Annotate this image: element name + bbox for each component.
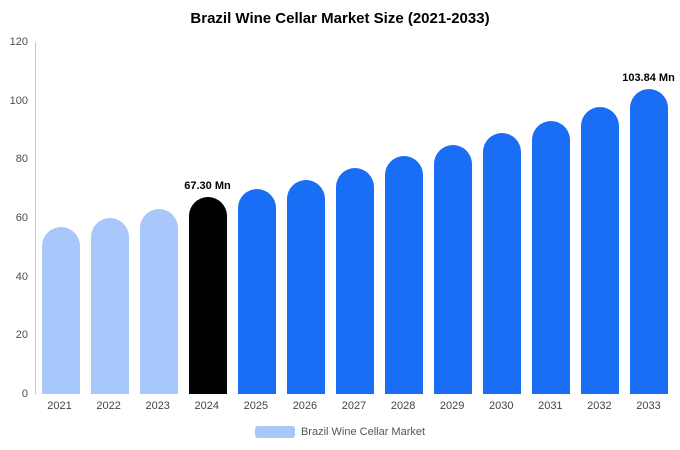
- bar-2023: [139, 209, 178, 394]
- x-tick-label-2024: 2024: [194, 400, 220, 412]
- bar-2027: [335, 168, 374, 394]
- x-tick-label-2032: 2032: [587, 400, 612, 412]
- bar-column-2026: [281, 42, 330, 394]
- bar-2024: [188, 196, 227, 394]
- bar-column-2033: 103.84 Mn: [622, 42, 675, 394]
- y-axis: 0 20 40 60 80 100 120: [0, 36, 30, 400]
- x-tick-label-2021: 2021: [47, 400, 72, 412]
- x-tick-label-2025: 2025: [243, 400, 269, 412]
- chart-title: Brazil Wine Cellar Market Size (2021-203…: [190, 10, 490, 27]
- bar-column-2024: 67.30 Mn: [183, 42, 232, 394]
- plot-area: 67.30 Mn 103.84 Mn: [35, 42, 675, 394]
- bar-2032: [580, 106, 619, 394]
- bar-2022: [90, 218, 129, 394]
- bar-2030: [482, 132, 521, 394]
- y-tick-label: 80: [15, 153, 28, 166]
- bar-2025: [237, 188, 276, 394]
- x-tick-label-2023: 2023: [145, 400, 170, 412]
- y-tick-label: 0: [21, 388, 28, 400]
- bar-2021: [41, 226, 80, 394]
- x-axis-labels: 2021 2022 2023 2024 2025 2026 2027 2028 2029 2030…: [35, 400, 673, 412]
- bar-column-2025: [232, 42, 281, 394]
- bar-column-2021: [36, 42, 85, 394]
- bar-column-2031: [526, 42, 575, 394]
- bar-value-label-2033: 103.84 Mn: [622, 72, 675, 85]
- x-tick-label-2031: 2031: [538, 400, 563, 412]
- bar-column-2029: [428, 42, 477, 394]
- bar-2026: [286, 179, 325, 394]
- bar-2031: [531, 121, 570, 394]
- x-tick-label-2027: 2027: [341, 400, 367, 412]
- bar-column-2028: [379, 42, 428, 394]
- legend: Brazil Wine Cellar Market: [0, 426, 680, 438]
- x-tick-label-2026: 2026: [292, 400, 318, 412]
- bar-2029: [433, 144, 472, 394]
- legend-swatch: [254, 426, 295, 438]
- y-tick-label: 40: [15, 270, 28, 283]
- y-tick-label: 60: [15, 212, 28, 224]
- y-tick-label: 100: [9, 94, 28, 107]
- bar-column-2030: [477, 42, 526, 394]
- x-tick-label-2033: 2033: [636, 400, 661, 412]
- y-tick-label: 120: [9, 36, 28, 48]
- bar-column-2023: [134, 42, 183, 394]
- bar-value-label-2024: 67.30 Mn: [184, 179, 231, 192]
- legend-label: Brazil Wine Cellar Market: [300, 426, 426, 438]
- x-tick-label-2029: 2029: [439, 400, 465, 412]
- bar-column-2022: [85, 42, 134, 394]
- y-tick-label: 20: [15, 329, 28, 342]
- bar-2033: [629, 89, 668, 394]
- x-tick-label-2028: 2028: [390, 400, 416, 412]
- bar-column-2027: [330, 42, 379, 394]
- x-tick-label-2030: 2030: [489, 400, 514, 412]
- bar-column-2032: [575, 42, 624, 394]
- bar-2028: [384, 156, 423, 394]
- x-tick-label-2022: 2022: [96, 400, 121, 412]
- bars: 67.30 Mn 103.84 Mn: [36, 42, 675, 394]
